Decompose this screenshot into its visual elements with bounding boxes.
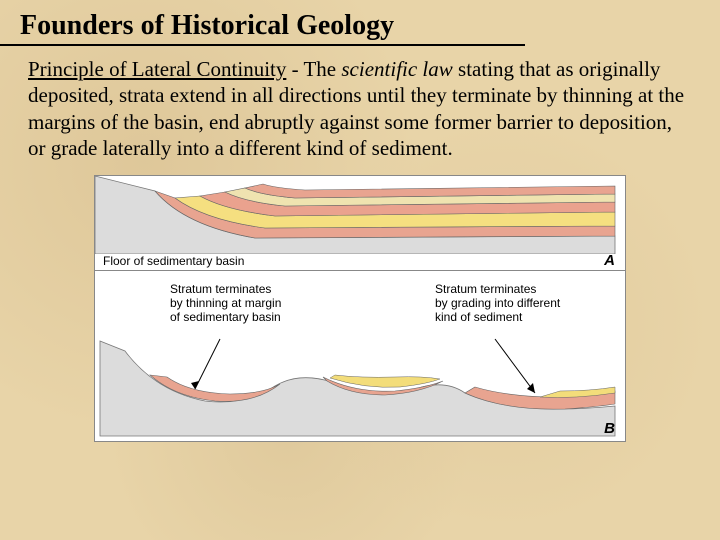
panel-b-letter: B xyxy=(604,420,615,437)
italic-phrase: scientific law xyxy=(341,57,452,81)
label-floor: Floor of sedimentary basin xyxy=(103,255,244,269)
sep: - The xyxy=(286,57,341,81)
page-title: Founders of Historical Geology xyxy=(0,0,525,46)
panel-a-letter: A xyxy=(604,252,615,269)
diagram-panel-a: Floor of sedimentary basin A xyxy=(95,176,625,271)
label-right-l2: by grading into different xyxy=(435,296,560,310)
label-left-l1: Stratum terminates xyxy=(170,282,271,296)
label-right-l1: Stratum terminates xyxy=(435,282,536,296)
term: Principle of Lateral Continuity xyxy=(28,57,286,81)
diagram-panel-b: Stratum terminates by thinning at margin… xyxy=(95,271,625,441)
label-left-l2: by thinning at margin xyxy=(170,296,281,310)
label-left: Stratum terminates by thinning at margin… xyxy=(170,283,281,324)
definition-paragraph: Principle of Lateral Continuity - The sc… xyxy=(0,56,720,161)
label-right: Stratum terminates by grading into diffe… xyxy=(435,283,560,324)
label-left-l3: of sedimentary basin xyxy=(170,310,281,324)
diagram-container: Floor of sedimentary basin A Stratum ter… xyxy=(94,175,626,442)
panel-a-svg xyxy=(95,176,625,254)
label-right-l3: kind of sediment xyxy=(435,310,522,324)
